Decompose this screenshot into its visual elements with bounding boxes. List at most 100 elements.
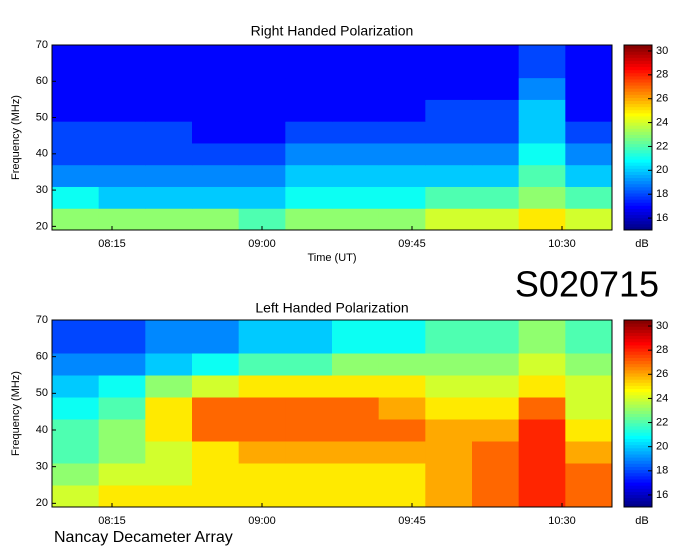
colorbar-step: [624, 463, 652, 467]
colorbar-step: [624, 177, 652, 182]
heat-cell: [145, 164, 193, 187]
heat-cell: [285, 320, 333, 354]
heat-cell: [332, 320, 380, 354]
heat-cell: [192, 485, 240, 508]
heat-cell: [192, 99, 240, 122]
colorbar-step: [624, 407, 652, 411]
heat-cell: [565, 485, 613, 508]
heat-cell: [192, 186, 240, 209]
colorbar-step: [624, 106, 652, 111]
heat-cell: [565, 463, 613, 486]
heat-cell: [52, 121, 100, 144]
y-tick-label: 20: [36, 220, 48, 232]
heat-cell: [378, 208, 426, 231]
y-tick-label: 40: [36, 424, 48, 436]
heat-cell: [98, 441, 146, 464]
colorbar-step: [624, 223, 652, 228]
heat-cell: [565, 45, 613, 79]
heat-cell: [238, 121, 286, 144]
colorbar-step: [624, 66, 652, 71]
colorbar-step: [624, 385, 652, 390]
heat-cell: [378, 186, 426, 209]
colorbar-step: [624, 134, 652, 138]
colorbar-step: [624, 156, 652, 160]
colorbar-step: [624, 454, 652, 458]
heat-cell: [378, 77, 426, 100]
heat-cell: [378, 353, 426, 376]
colorbar-step: [624, 199, 652, 203]
colorbar-step: [624, 217, 652, 222]
plot-frame: [51, 44, 613, 231]
colorbar-step: [624, 220, 652, 225]
colorbar-step: [624, 416, 652, 421]
heat-cell: [238, 320, 286, 354]
colorbar-step: [624, 497, 652, 502]
heat-cell: [52, 353, 100, 376]
colorbar-step: [624, 432, 652, 436]
colorbar-step: [624, 214, 652, 219]
x-tick-label: 09:00: [248, 238, 276, 250]
heat-cell: [472, 353, 520, 376]
heat-cell: [98, 99, 146, 122]
heat-cell: [332, 208, 380, 231]
colorbar-step: [624, 109, 652, 114]
heat-cell: [332, 45, 380, 79]
heat-cell: [378, 485, 426, 508]
colorbar-step: [624, 57, 652, 61]
heat-cell: [52, 320, 100, 354]
x-tick-label: 08:15: [98, 238, 126, 250]
heat-cell: [565, 419, 613, 442]
heat-cell: [52, 441, 100, 464]
colorbar-step: [624, 460, 652, 464]
heat-cell: [425, 77, 473, 100]
heat-cell: [518, 208, 566, 231]
heat-cell: [285, 186, 333, 209]
session-code: S020715: [515, 264, 659, 305]
colorbar-step: [624, 48, 652, 52]
colorbar-label: dB: [635, 238, 648, 250]
colorbar-step: [624, 119, 652, 123]
heat-cell: [98, 375, 146, 398]
heat-cell: [285, 419, 333, 442]
heat-cell: [518, 45, 566, 79]
y-tick-label: 70: [36, 314, 48, 326]
colorbar-step: [624, 425, 652, 430]
heat-cell: [425, 164, 473, 187]
heat-cell: [425, 485, 473, 508]
heat-cell: [98, 463, 146, 486]
heat-cell: [518, 142, 566, 166]
colorbar-step: [624, 202, 652, 206]
colorbar-step: [624, 394, 652, 399]
colorbar-step: [624, 162, 652, 166]
heat-cell: [472, 45, 520, 79]
colorbar-step: [624, 351, 652, 355]
colorbar-step: [624, 51, 652, 55]
heat-cell: [238, 99, 286, 122]
heat-cell: [52, 99, 100, 122]
heat-cell: [238, 419, 286, 442]
heat-cell: [98, 320, 146, 354]
heat-cell: [98, 208, 146, 231]
heat-cell: [425, 186, 473, 209]
heat-cell: [52, 186, 100, 209]
heat-cell: [472, 121, 520, 144]
heat-cell: [518, 485, 566, 508]
colorbar-step: [624, 338, 652, 343]
heat-cell: [238, 353, 286, 376]
heat-cell: [378, 375, 426, 398]
heat-cell: [238, 77, 286, 100]
heat-cell: [332, 397, 380, 420]
heat-cell: [425, 353, 473, 376]
heat-cell: [52, 375, 100, 398]
colorbar-step: [624, 366, 652, 371]
y-axis-label: Frequency (MHz): [10, 95, 22, 180]
heat-cell: [332, 375, 380, 398]
y-tick-label: 60: [36, 351, 48, 363]
colorbar-step: [624, 382, 652, 386]
heat-cell: [238, 142, 286, 166]
heat-cell: [285, 441, 333, 464]
colorbar-step: [624, 183, 652, 188]
colorbar-tick-label: 24: [656, 116, 668, 128]
heat-cell: [285, 142, 333, 166]
colorbar-step: [624, 88, 652, 92]
